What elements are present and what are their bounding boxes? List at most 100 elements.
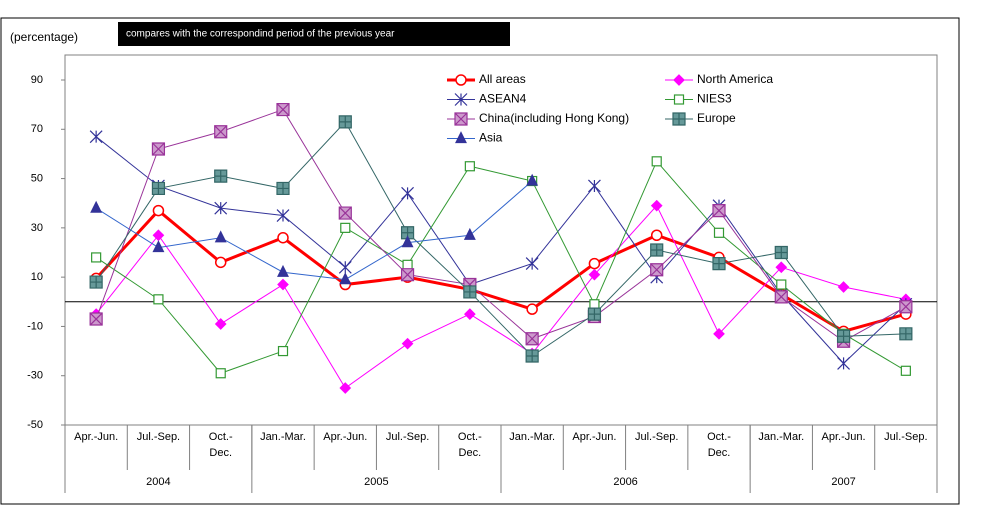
x-tick-label-line: Apr.-Jun. <box>822 431 866 443</box>
marker <box>214 125 228 139</box>
marker <box>339 272 352 285</box>
marker <box>400 226 415 240</box>
x-tick-label: Apr.-Jun. <box>822 431 866 443</box>
legend-label: North America <box>697 72 773 86</box>
marker <box>673 74 685 86</box>
marker <box>402 259 413 270</box>
legend-label: Europe <box>697 111 736 125</box>
marker <box>400 268 415 282</box>
x-tick-label-line: Jan.-Mar. <box>260 431 306 443</box>
x-tick-label: Jan.-Mar. <box>260 431 306 443</box>
x-tick-label: Jul.-Sep. <box>386 431 429 443</box>
marker <box>276 181 290 196</box>
x-tick-label-line: Dec. <box>708 447 731 459</box>
marker <box>151 181 166 196</box>
note-box <box>118 22 510 46</box>
marker <box>339 382 352 394</box>
marker <box>214 201 228 215</box>
x-tick-label: Oct.- Dec. <box>209 431 233 459</box>
marker <box>588 268 601 281</box>
marker <box>525 349 539 363</box>
marker <box>526 303 538 315</box>
marker <box>89 275 103 289</box>
x-tick-label-line: Dec. <box>459 447 482 459</box>
marker <box>401 337 414 350</box>
legend-item: North America <box>665 72 773 86</box>
marker <box>837 281 850 293</box>
x-tick-label-line: Apr.-Jun. <box>74 431 118 443</box>
y-tick-label: 50 <box>31 172 43 184</box>
year-label: 2005 <box>364 476 388 488</box>
marker <box>454 112 468 126</box>
x-tick-label-line: Jul.-Sep. <box>386 431 429 443</box>
legend-item: All areas <box>447 72 526 86</box>
x-tick-label-line: Apr.-Jun. <box>572 431 616 443</box>
marker <box>588 179 601 193</box>
marker <box>214 318 227 330</box>
x-tick-label-line: Oct.- <box>458 431 482 443</box>
legend-label: Asia <box>479 131 503 145</box>
year-label: 2007 <box>831 476 855 488</box>
y-tick-label: -30 <box>27 370 43 382</box>
marker <box>277 278 289 291</box>
x-tick-label: Oct.- Dec. <box>707 431 731 459</box>
marker <box>464 308 476 320</box>
marker <box>89 130 103 144</box>
x-tick-label: Apr.-Jun. <box>323 431 367 443</box>
marker <box>774 245 788 260</box>
marker <box>90 200 103 213</box>
y-tick-label: -10 <box>27 320 43 332</box>
x-tick-label: Oct.- Dec. <box>458 431 482 459</box>
x-tick-label: Apr.-Jun. <box>74 431 118 443</box>
x-tick-label-line: Jul.-Sep. <box>137 431 180 443</box>
marker <box>454 93 468 106</box>
marker <box>277 345 289 357</box>
marker <box>455 131 467 144</box>
marker <box>277 231 289 244</box>
x-tick-label-line: Jan.-Mar. <box>758 431 804 443</box>
marker <box>587 307 602 321</box>
marker <box>276 102 290 117</box>
marker <box>712 204 726 218</box>
marker <box>588 257 601 270</box>
marker <box>340 222 351 233</box>
legend-label: NIES3 <box>697 92 732 106</box>
x-tick-label-line: Jul.-Sep. <box>635 431 678 443</box>
marker <box>774 290 788 304</box>
marker <box>464 161 475 172</box>
marker <box>650 229 663 241</box>
series-line <box>95 121 906 357</box>
marker <box>899 327 913 341</box>
legend-label: ASEAN4 <box>479 92 527 106</box>
marker <box>651 156 662 167</box>
x-tick-label-line: Dec. <box>209 447 232 459</box>
marker <box>713 327 725 340</box>
marker <box>214 230 227 243</box>
x-tick-label: Apr.-Jun. <box>572 431 616 443</box>
x-tick-label: Jul.-Sep. <box>635 431 678 443</box>
marker <box>650 199 663 212</box>
y-tick-label: 90 <box>31 74 43 86</box>
marker <box>401 235 414 248</box>
marker <box>152 204 165 217</box>
marker <box>338 260 352 274</box>
legend-item: China(including Hong Kong) <box>447 111 629 126</box>
marker <box>589 299 600 310</box>
y-tick-label: -50 <box>27 419 43 431</box>
marker <box>713 227 725 238</box>
year-label: 2006 <box>613 476 637 488</box>
x-tick-label-line: Apr.-Jun. <box>323 431 367 443</box>
marker <box>712 256 726 271</box>
marker <box>526 173 539 186</box>
marker <box>91 252 102 263</box>
x-tick-label: Jul.-Sep. <box>137 431 180 443</box>
x-tick-label-line: Oct.- <box>707 431 731 443</box>
y-tick-label: 10 <box>31 271 43 283</box>
x-tick-label-line: Oct.- <box>209 431 233 443</box>
series-line <box>95 204 906 389</box>
marker <box>463 285 477 299</box>
x-tick-label-line: Jul.-Sep. <box>884 431 927 443</box>
marker <box>151 142 166 156</box>
year-label: 2004 <box>146 476 170 488</box>
marker <box>463 227 476 240</box>
